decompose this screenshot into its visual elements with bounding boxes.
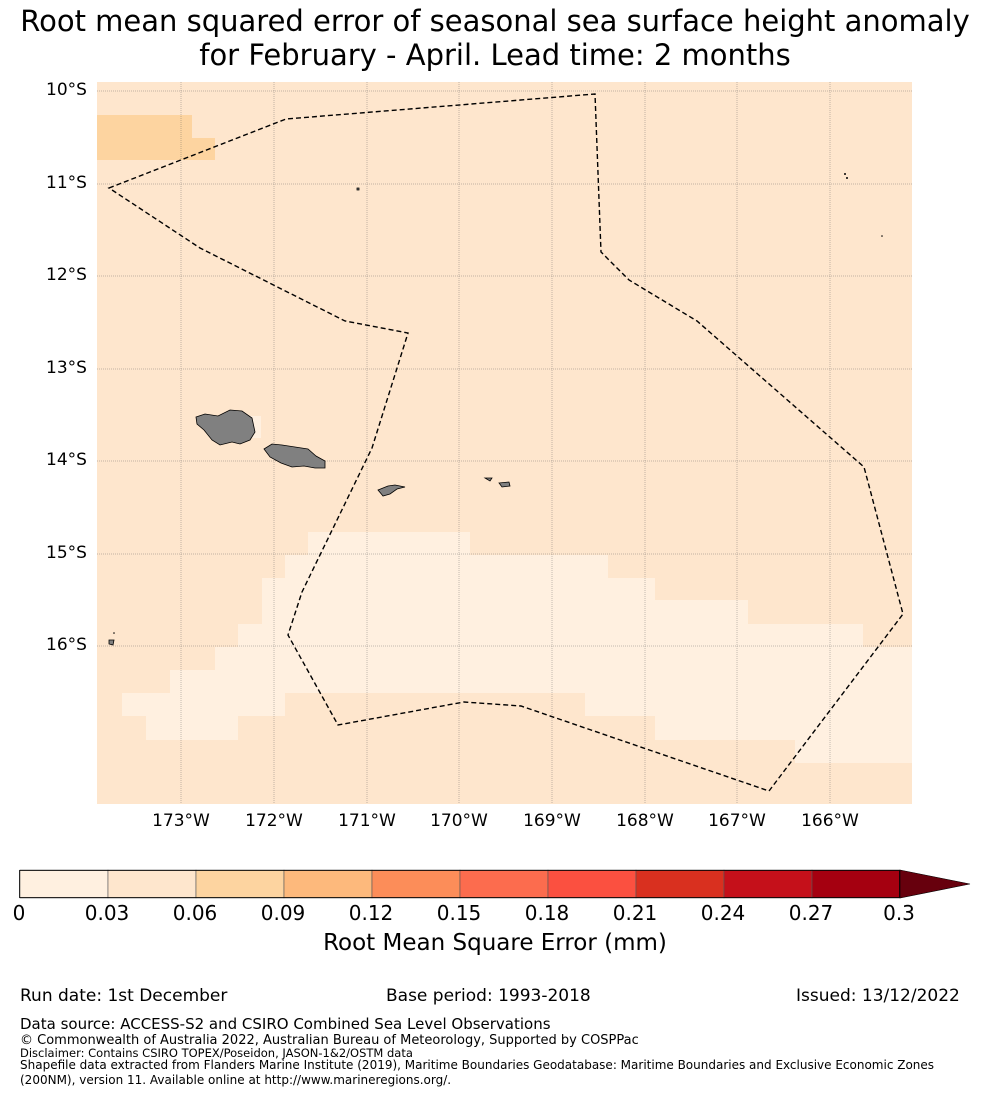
island-small-b bbox=[108, 639, 115, 646]
lat-label-16s: 16°S bbox=[46, 635, 87, 655]
lat-label-12s: 12°S bbox=[46, 265, 87, 285]
island-upolu bbox=[263, 443, 326, 469]
colorbar-tick-0-03: 0.03 bbox=[84, 901, 130, 925]
colorbar bbox=[19, 869, 971, 899]
chart-title-line2: for February - April. Lead time: 2 month… bbox=[199, 38, 791, 72]
colorbar-tick-0-09: 0.09 bbox=[260, 901, 306, 925]
lat-label-13s: 13°S bbox=[46, 358, 87, 378]
lat-label-14s: 14°S bbox=[46, 450, 87, 470]
lon-label-170w: 170°W bbox=[430, 811, 488, 831]
lat-label-11s: 11°S bbox=[46, 173, 87, 193]
lon-label-171w: 171°W bbox=[338, 811, 396, 831]
lon-label-169w: 169°W bbox=[523, 811, 581, 831]
colorbar-tick-0-24: 0.24 bbox=[700, 901, 746, 925]
colorbar-segment bbox=[459, 869, 549, 899]
lon-label-167w: 167°W bbox=[708, 811, 766, 831]
colorbar-segment bbox=[195, 869, 285, 899]
colorbar-segment bbox=[811, 869, 901, 899]
colorbar-frame bbox=[19, 870, 900, 898]
run-date: Run date: 1st December bbox=[20, 986, 228, 1006]
island-tau bbox=[498, 481, 511, 488]
lon-label-173w: 173°W bbox=[152, 811, 210, 831]
colorbar-tick-0-18: 0.18 bbox=[524, 901, 570, 925]
colorbar-label: Root Mean Square Error (mm) bbox=[323, 930, 667, 956]
colorbar-tick-0-15: 0.15 bbox=[436, 901, 482, 925]
colorbar-segment bbox=[107, 869, 197, 899]
gridlines bbox=[97, 82, 912, 804]
colorbar-segment bbox=[547, 869, 637, 899]
shapefile-credit: Shapefile data extracted from Flanders M… bbox=[20, 1058, 935, 1087]
lat-label-15s: 15°S bbox=[46, 543, 87, 563]
lon-label-166w: 166°W bbox=[801, 811, 859, 831]
lon-label-168w: 168°W bbox=[616, 811, 674, 831]
colorbar-tick-0-27: 0.27 bbox=[788, 901, 834, 925]
colorbar-segment bbox=[283, 869, 373, 899]
colorbar-tick-0: 0 bbox=[12, 901, 26, 925]
colorbar-tick-0-3: 0.3 bbox=[883, 901, 915, 925]
island-small-a bbox=[356, 187, 360, 191]
colorbar-tick-0-06: 0.06 bbox=[172, 901, 218, 925]
high-error-patch bbox=[97, 115, 215, 160]
atoll-dots bbox=[113, 173, 883, 634]
colorbar-segment bbox=[635, 869, 725, 899]
islands bbox=[108, 187, 511, 646]
issued-date: Issued: 13/12/2022 bbox=[796, 986, 960, 1006]
chart-title-line1: Root mean squared error of seasonal sea … bbox=[20, 4, 970, 38]
colorbar-tick-0-12: 0.12 bbox=[348, 901, 394, 925]
copyright-notice: © Commonwealth of Australia 2022, Austra… bbox=[20, 1033, 639, 1048]
eez-boundary bbox=[107, 93, 904, 792]
base-period: Base period: 1993-2018 bbox=[386, 986, 591, 1006]
colorbar-segment bbox=[723, 869, 813, 899]
colorbar-segment bbox=[371, 869, 461, 899]
colorbar-segments bbox=[19, 869, 901, 899]
lon-label-172w: 172°W bbox=[245, 811, 303, 831]
island-savaii bbox=[195, 409, 256, 446]
disclaimer: Disclaimer: Contains CSIRO TOPEX/Poseido… bbox=[20, 1046, 413, 1060]
colorbar-segment bbox=[19, 869, 109, 899]
low-error-zone bbox=[122, 532, 912, 763]
map bbox=[97, 82, 912, 804]
colorbar-tick-0-21: 0.21 bbox=[612, 901, 658, 925]
island-ofu bbox=[483, 477, 493, 482]
colorbar-extend-arrow bbox=[899, 869, 971, 899]
lat-label-10s: 10°S bbox=[46, 80, 87, 100]
island-tutuila bbox=[377, 484, 406, 497]
data-source: Data source: ACCESS-S2 and CSIRO Combine… bbox=[20, 1015, 551, 1033]
